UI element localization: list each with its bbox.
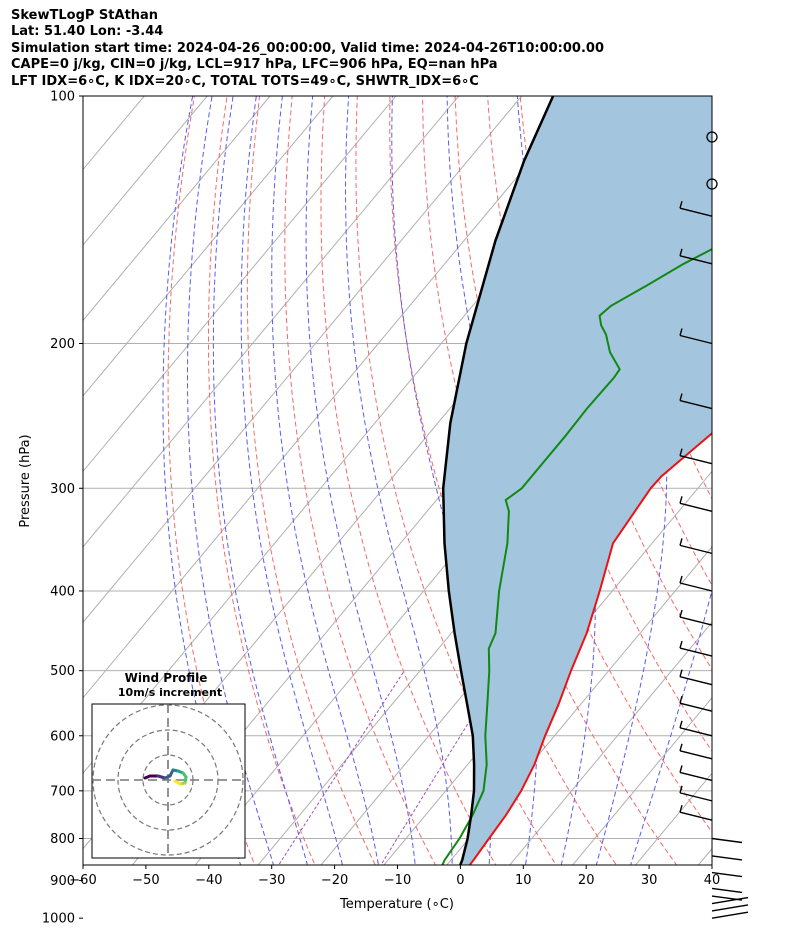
calm-wind-marker	[706, 131, 718, 143]
y-tick-label: 800	[50, 832, 75, 847]
x-tick-label: 10	[515, 873, 532, 888]
inset-subtitle: 10m/s increment	[118, 686, 222, 699]
moist-adiabat	[240, 96, 343, 865]
wind-profile-inset: Wind Profile 10m/s increment	[91, 671, 246, 859]
isotherm	[83, 96, 208, 246]
wind-barb	[679, 393, 713, 410]
moist-adiabat	[162, 96, 242, 865]
wind-barb	[679, 496, 713, 513]
location-line: Lat: 51.40 Lon: -3.44	[11, 24, 164, 40]
dry-adiabat	[389, 96, 617, 865]
wind-barb	[679, 248, 713, 265]
moist-adiabat	[305, 96, 416, 865]
indices-line: LFT IDX=6∘C, K IDX=20∘C, TOTAL TOTS=49∘C…	[11, 73, 479, 89]
x-tick-label: −50	[132, 873, 159, 888]
wind-barb	[679, 669, 713, 686]
y-tick-label: 900	[50, 874, 75, 889]
wind-barb	[711, 855, 743, 861]
isotherm	[571, 696, 712, 865]
isotherm	[509, 621, 712, 865]
wind-barb	[679, 609, 713, 626]
wind-barb	[679, 538, 713, 555]
wind-barb	[679, 328, 713, 345]
isotherm	[83, 96, 271, 322]
y-tick-label: 500	[50, 664, 75, 679]
moist-adiabat	[187, 96, 275, 865]
dry-adiabat	[320, 96, 497, 865]
x-tick-label: 20	[578, 873, 595, 888]
x-tick-label: −30	[258, 873, 285, 888]
x-tick-label: 0	[456, 873, 464, 888]
cape-area	[443, 96, 712, 865]
hodograph-trace	[143, 768, 188, 786]
y-tick-label: 1000	[42, 912, 75, 927]
mixing-ratio-line	[380, 670, 502, 865]
wind-barb	[679, 720, 713, 737]
wind-barb	[679, 200, 713, 217]
y-axis-label: Pressure (hPa)	[18, 434, 33, 527]
wind-barb	[679, 765, 713, 782]
profile-lines	[441, 96, 712, 865]
isotherm	[765, 96, 794, 936]
chart-header: SkewTLogP StAthan Lat: 51.40 Lon: -3.44 …	[11, 8, 604, 90]
wind-barbs	[679, 131, 749, 919]
wind-barb	[679, 743, 713, 760]
cape-line: CAPE=0 j/kg, CIN=0 j/kg, LCL=917 hPa, LF…	[11, 57, 498, 73]
moist-adiabat	[630, 588, 712, 865]
moist-adiabat	[212, 96, 308, 865]
hodograph-segment	[173, 779, 182, 786]
wind-barb	[679, 640, 713, 657]
wind-barb	[679, 448, 713, 465]
station-title: SkewTLogP StAthan	[11, 8, 159, 23]
wind-barb	[711, 896, 749, 905]
isotherm	[83, 96, 397, 473]
y-tick-label: 600	[50, 729, 75, 744]
wind-barb	[711, 911, 749, 919]
isotherm	[702, 96, 794, 936]
dry-adiabat	[284, 96, 437, 865]
x-tick-label: 40	[704, 873, 721, 888]
isotherm	[383, 470, 712, 865]
dry-adiabat	[748, 96, 794, 936]
wind-barb	[679, 575, 713, 592]
axis-ticks: −60 −50 −40 −30 −20 −10 0 10 20 30 401002003004005…	[42, 90, 720, 927]
wind-barb	[711, 904, 749, 912]
time-line: Simulation start time: 2024-04-26_00:00:…	[11, 40, 604, 56]
wind-barb	[679, 695, 713, 712]
isotherm	[83, 96, 523, 624]
wind-barb	[679, 785, 713, 802]
x-axis-label: Temperature (∘C)	[339, 897, 454, 912]
dry-adiabat	[781, 96, 794, 936]
x-tick-label: 30	[641, 873, 658, 888]
x-tick-label: −40	[195, 873, 222, 888]
wind-barb	[711, 871, 743, 878]
inset-title: Wind Profile	[125, 671, 208, 685]
dry-adiabat	[487, 96, 712, 753]
y-tick-label: 200	[50, 337, 75, 352]
moist-adiabat	[344, 96, 453, 865]
dry-adiabat	[716, 96, 794, 936]
dry-adiabat	[208, 96, 316, 865]
y-tick-label: 100	[50, 90, 75, 105]
y-tick-label: 300	[50, 482, 75, 497]
dewpoint-line	[441, 248, 712, 865]
isotherm	[83, 96, 585, 699]
x-tick-label: −20	[321, 873, 348, 888]
wind-barb	[679, 804, 713, 821]
parcel-line	[441, 96, 555, 865]
moist-adiabat	[271, 96, 379, 865]
temperature-line	[468, 431, 712, 865]
wind-barb	[711, 895, 743, 901]
dry-adiabat	[246, 96, 376, 865]
isotherm	[83, 96, 460, 548]
y-tick-label: 700	[50, 784, 75, 799]
calm-wind-marker	[706, 178, 718, 190]
moist-adiabat	[391, 96, 492, 865]
isotherm	[83, 96, 334, 397]
wind-barb	[711, 837, 743, 844]
wind-barb	[711, 887, 743, 894]
y-tick-label: 400	[50, 585, 75, 600]
x-tick-label: −10	[384, 873, 411, 888]
